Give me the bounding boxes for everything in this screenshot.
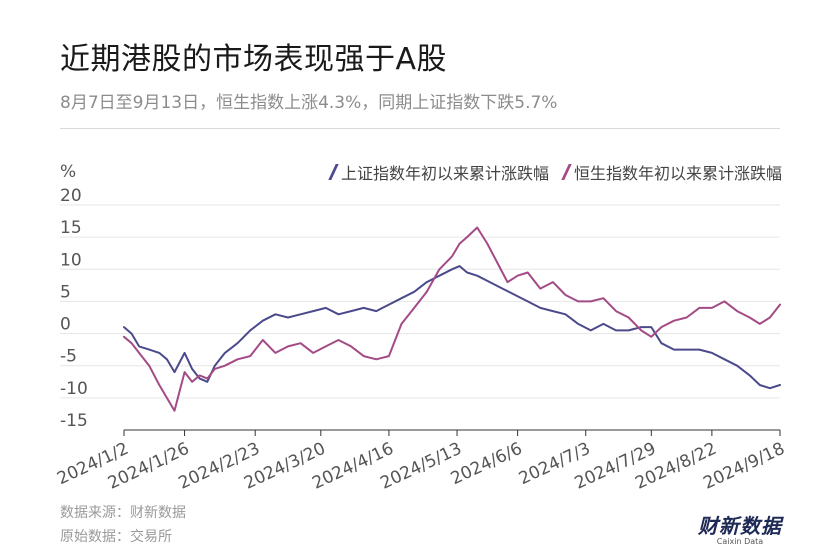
y-tick-label: 20 — [60, 186, 82, 206]
y-tick-label: -15 — [60, 411, 88, 431]
legend-item-shanghai: 上证指数年初以来累计涨跌幅 — [328, 160, 549, 184]
origin-text: 原始数据：交易所 — [60, 529, 172, 545]
header-divider — [60, 128, 780, 129]
chart-subtitle: 8月7日至9月13日，恒生指数上涨4.3%，同期上证指数下跌5.7% — [60, 93, 558, 113]
y-tick-label: 10 — [60, 250, 82, 270]
legend-item-hangseng: 恒生指数年初以来累计涨跌幅 — [561, 160, 782, 184]
source-text: 数据来源：财新数据 — [60, 505, 186, 521]
brand-name: 财新数据 — [698, 514, 782, 538]
y-tick-label: 15 — [60, 218, 82, 238]
y-tick-label: 0 — [60, 315, 71, 335]
y-tick-label: -10 — [60, 379, 88, 399]
y-tick-label: 5 — [60, 282, 71, 302]
y-tick-label: -5 — [60, 347, 77, 367]
brand-logo: 财新数据 Caixin Data — [698, 510, 782, 546]
series-line-hangseng — [123, 226, 781, 412]
legend-label-hangseng: 恒生指数年初以来累计涨跌幅 — [573, 164, 782, 183]
chart-legend: 上证指数年初以来累计涨跌幅 恒生指数年初以来累计涨跌幅 — [328, 160, 782, 184]
brand-name-en: Caixin Data — [716, 537, 764, 546]
chart-title: 近期港股的市场表现强于A股 — [60, 42, 448, 77]
legend-label-shanghai: 上证指数年初以来累计涨跌幅 — [340, 164, 549, 183]
y-axis-unit: % — [60, 162, 77, 182]
series-line-shanghai — [123, 265, 781, 390]
